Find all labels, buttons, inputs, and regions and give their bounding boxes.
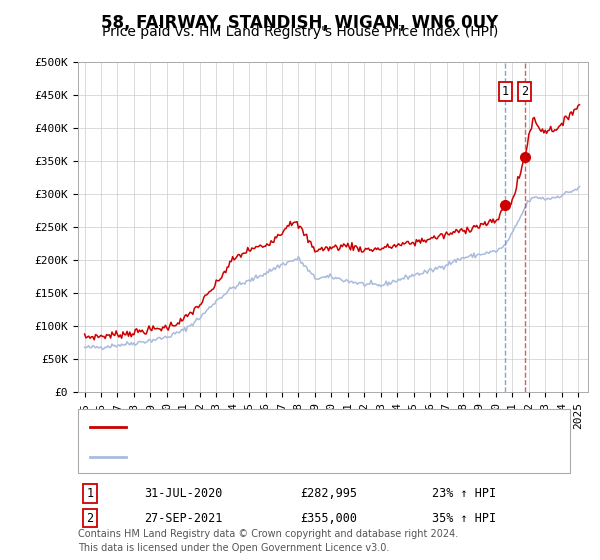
Text: 2: 2: [86, 511, 94, 525]
Text: 35% ↑ HPI: 35% ↑ HPI: [432, 511, 496, 525]
Text: 1: 1: [86, 487, 94, 501]
Text: 1: 1: [502, 85, 509, 98]
Text: 31-JUL-2020: 31-JUL-2020: [144, 487, 223, 501]
Text: HPI: Average price, detached house, Wigan: HPI: Average price, detached house, Wiga…: [132, 451, 424, 464]
Text: Price paid vs. HM Land Registry's House Price Index (HPI): Price paid vs. HM Land Registry's House …: [102, 25, 498, 39]
Text: Contains HM Land Registry data © Crown copyright and database right 2024.: Contains HM Land Registry data © Crown c…: [78, 529, 458, 539]
Text: 58, FAIRWAY, STANDISH, WIGAN, WN6 0UY (detached house): 58, FAIRWAY, STANDISH, WIGAN, WN6 0UY (d…: [132, 421, 517, 433]
Text: £355,000: £355,000: [300, 511, 357, 525]
Text: 2: 2: [521, 85, 528, 98]
Text: 58, FAIRWAY, STANDISH, WIGAN, WN6 0UY: 58, FAIRWAY, STANDISH, WIGAN, WN6 0UY: [101, 14, 499, 32]
Text: This data is licensed under the Open Government Licence v3.0.: This data is licensed under the Open Gov…: [78, 543, 389, 553]
Text: £282,995: £282,995: [300, 487, 357, 501]
Text: 23% ↑ HPI: 23% ↑ HPI: [432, 487, 496, 501]
Text: 27-SEP-2021: 27-SEP-2021: [144, 511, 223, 525]
